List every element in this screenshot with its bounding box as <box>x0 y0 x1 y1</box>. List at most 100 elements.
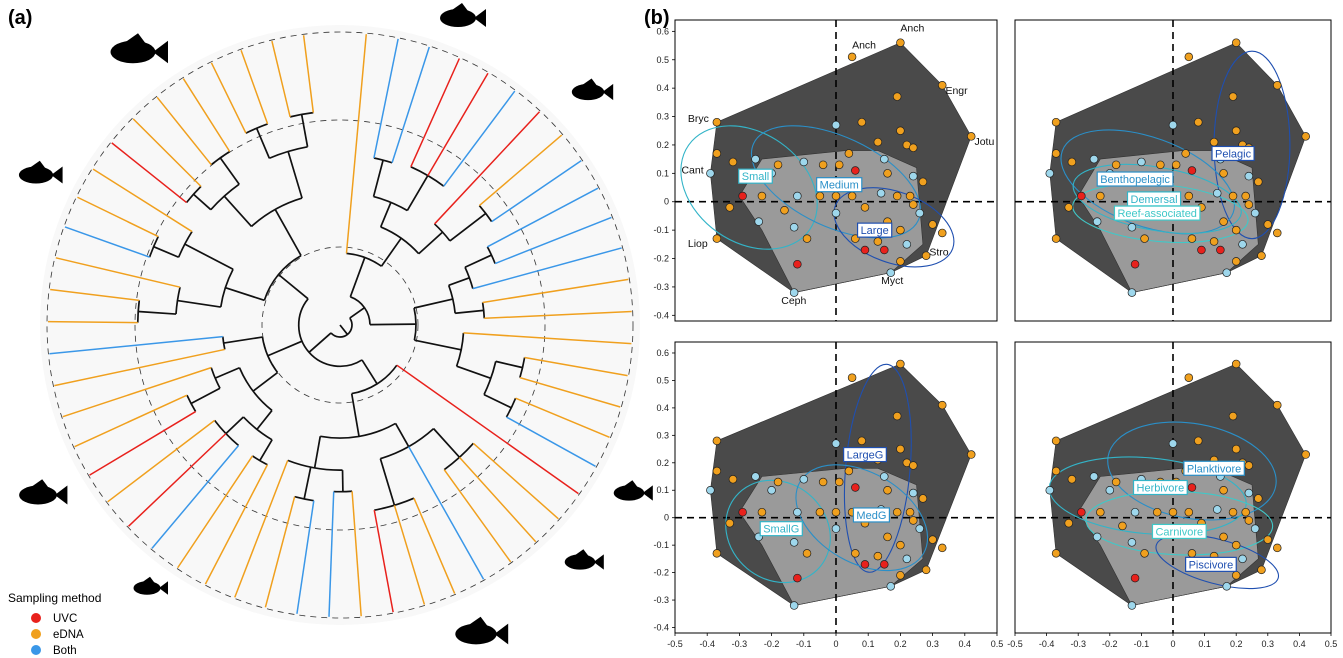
point-edna <box>844 149 854 158</box>
point-both <box>1250 208 1260 218</box>
legend-item-edna: eDNA <box>31 629 84 641</box>
taxon-label: Engr <box>945 85 968 97</box>
point-edna <box>773 160 783 170</box>
functional-space-panel: (b) Small Medium Large Anch Anch Engr Bryc Jotu… <box>644 7 1337 649</box>
tip-branch <box>182 78 231 152</box>
phylogeny-panel: (a) Sampling method UVC eDNA Both <box>8 3 653 657</box>
x-tick-label: -0.4 <box>1039 639 1055 649</box>
herring-silhouette-icon <box>571 78 614 101</box>
point-edna <box>966 450 976 459</box>
internal-branch <box>190 387 221 405</box>
point-both <box>909 171 918 181</box>
group-label-largeg: LargeG <box>847 450 884 462</box>
point-edna <box>1187 234 1197 243</box>
point-edna <box>1219 532 1228 542</box>
point-edna <box>1231 225 1241 235</box>
point-both <box>831 524 841 533</box>
point-both <box>1222 268 1231 277</box>
point-edna <box>860 203 870 212</box>
internal-branch <box>256 409 273 430</box>
group-label-carnivore: Carnivore <box>1155 526 1203 538</box>
point-edna <box>831 507 841 517</box>
jack-silhouette-icon <box>455 616 509 645</box>
point-edna <box>1273 400 1282 410</box>
internal-branch <box>379 458 396 506</box>
y-tick-label: 0.3 <box>656 112 669 122</box>
time-ring-middle <box>134 119 546 531</box>
point-edna <box>834 477 844 487</box>
point-edna <box>1228 191 1238 201</box>
damselfish-silhouette-icon <box>564 549 604 570</box>
taxon-label: Jotu <box>974 136 994 148</box>
point-both <box>880 154 889 164</box>
point-both <box>915 208 924 218</box>
point-edna <box>938 228 947 238</box>
y-tick-label: 0.5 <box>656 375 669 385</box>
x-tick-label: -0.2 <box>1102 639 1118 649</box>
point-edna <box>928 535 937 544</box>
group-label-demersal: Demersal <box>1131 194 1178 206</box>
internal-branch <box>177 299 221 308</box>
point-edna <box>831 191 841 201</box>
y-tick-label: 0.5 <box>656 55 669 65</box>
point-both <box>1105 485 1115 495</box>
x-tick-label: 0.3 <box>1262 639 1275 649</box>
internal-branch <box>349 257 366 298</box>
tip-branch <box>48 320 138 324</box>
point-uvc <box>1130 573 1140 583</box>
point-edna <box>918 494 928 503</box>
point-edna <box>1096 507 1105 517</box>
point-both <box>789 601 799 610</box>
group-label-small: Small <box>742 171 770 183</box>
point-edna <box>1181 149 1190 158</box>
tip-branch <box>302 35 315 113</box>
boxfish-silhouette-icon <box>110 33 168 64</box>
plot-area-habitat <box>1015 20 1331 321</box>
tip-branch <box>92 168 193 233</box>
tip-branch <box>413 497 456 594</box>
x-tick-label: 0.2 <box>894 639 907 649</box>
point-edna <box>1231 38 1241 47</box>
point-both <box>751 154 760 164</box>
point-edna <box>1067 475 1077 484</box>
angelfish-silhouette-icon <box>18 160 63 184</box>
point-edna <box>857 436 867 446</box>
internal-branch <box>432 428 461 458</box>
point-both <box>1212 505 1222 514</box>
internal-branch <box>361 359 378 385</box>
point-uvc <box>860 245 870 255</box>
point-edna <box>1231 444 1241 454</box>
panel-frame <box>1014 19 1332 322</box>
point-both <box>1089 154 1099 164</box>
internal-branch <box>300 114 309 147</box>
point-edna <box>1051 149 1061 158</box>
tip-branch <box>55 257 181 288</box>
internal-branch <box>455 309 484 315</box>
point-edna <box>1051 234 1061 243</box>
point-both <box>789 223 799 232</box>
point-edna <box>1254 177 1263 187</box>
time-ring-inner <box>261 246 419 404</box>
x-tick-label: -0.4 <box>699 639 715 649</box>
plot-area-size <box>675 20 997 321</box>
point-edna <box>1231 571 1241 580</box>
point-edna <box>712 149 722 158</box>
point-edna <box>844 466 854 476</box>
tip-branch <box>127 433 227 527</box>
x-tick-label: 0 <box>833 639 838 649</box>
point-edna <box>909 143 918 153</box>
x-tick-label: 0.2 <box>1230 639 1243 649</box>
y-tick-label: 0.1 <box>656 485 669 495</box>
point-edna <box>1168 507 1178 517</box>
internal-branch <box>192 193 212 211</box>
tip-branch <box>373 510 394 613</box>
x-tick-label: -0.3 <box>1070 639 1086 649</box>
node-arc <box>238 367 273 412</box>
point-uvc <box>738 191 747 201</box>
node-arc <box>242 416 273 441</box>
node-arc <box>413 307 417 341</box>
taxon-label: Anch <box>852 39 876 51</box>
legend-label-both: Both <box>53 645 77 657</box>
x-tick-label: -0.1 <box>1134 639 1150 649</box>
point-both <box>793 507 802 517</box>
